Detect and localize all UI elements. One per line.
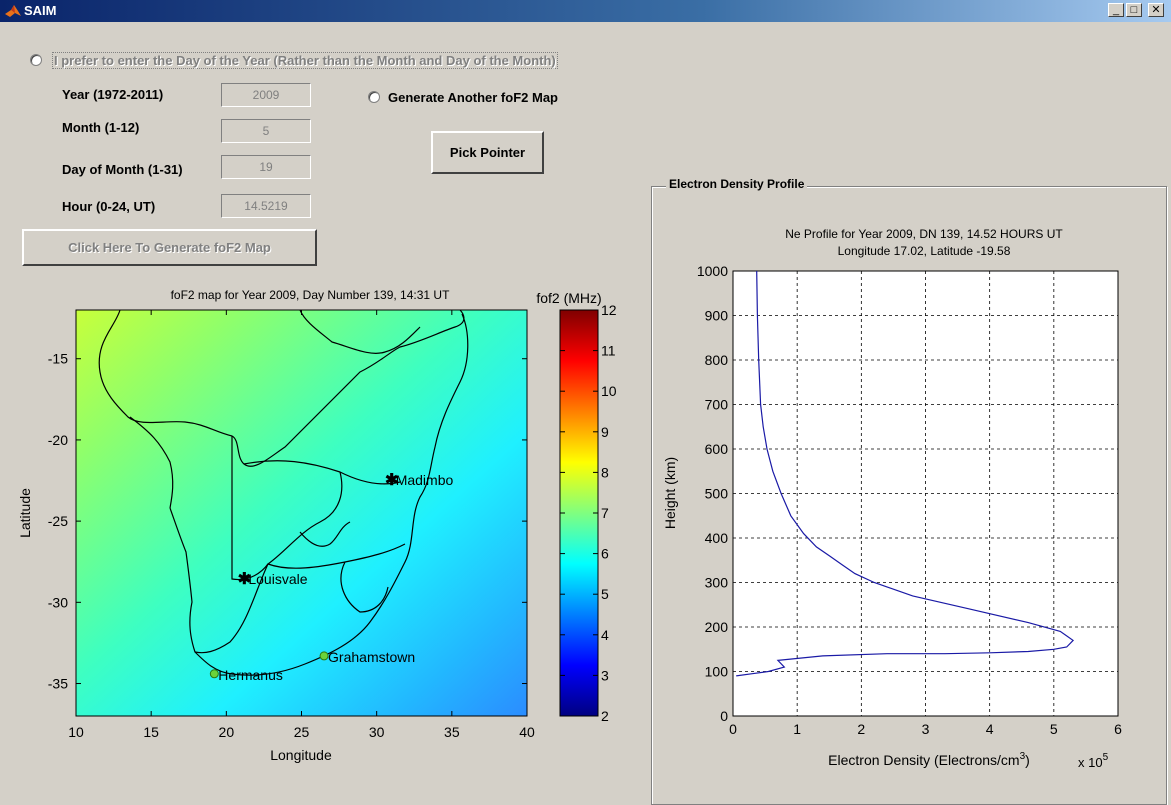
profile-y-tick-label: 100 [705, 664, 729, 680]
map-y-tick-label: -35 [48, 676, 68, 692]
colorbar-tick-label: 7 [601, 505, 609, 521]
profile-y-tick-label: 1000 [697, 263, 728, 279]
window-title: SAIM [24, 3, 57, 18]
day-of-year-radio[interactable] [30, 54, 42, 66]
colorbar-tick-label: 9 [601, 424, 609, 440]
title-bar: SAIM _ □ ✕ [0, 0, 1171, 22]
station-marker [209, 669, 219, 679]
colorbar-tick-label: 6 [601, 546, 609, 562]
map-x-tick-label: 20 [219, 724, 235, 740]
map-ylabel: Latitude [17, 488, 33, 538]
generate-another-option-label[interactable]: Generate Another foF2 Map [388, 90, 558, 105]
station-marker: ✱ [385, 472, 398, 489]
colorbar-tick-label: 8 [601, 464, 609, 480]
electron-density-frame-title: Electron Density Profile [666, 177, 808, 191]
pick-pointer-button[interactable]: Pick Pointer [431, 131, 544, 174]
profile-xlabel: Electron Density (Electrons/cm3) [828, 751, 1030, 768]
matlab-logo-icon [5, 5, 21, 17]
year-field[interactable]: 2009 [221, 83, 311, 107]
colorbar-tick-label: 11 [601, 343, 616, 359]
colorbar-label: fof2 (MHz) [536, 290, 601, 306]
station-label: Hermanus [218, 667, 283, 683]
map-heatmap [76, 310, 527, 716]
hour-field[interactable]: 14.5219 [221, 194, 311, 218]
map-x-tick-label: 25 [294, 724, 310, 740]
day-of-month-field[interactable]: 19 [221, 155, 311, 179]
day-of-year-option-label[interactable]: I prefer to enter the Day of the Year (R… [52, 52, 558, 69]
map-x-tick-label: 15 [143, 724, 159, 740]
station-label: Madimbo [396, 472, 454, 488]
map-x-tick-label: 35 [444, 724, 460, 740]
colorbar-tick-label: 12 [601, 302, 617, 318]
profile-y-tick-label: 600 [705, 441, 729, 457]
station-marker [319, 651, 329, 661]
minimize-button[interactable]: _ [1108, 3, 1124, 17]
profile-x-tick-label: 3 [922, 721, 930, 737]
station-label: Grahamstown [328, 649, 415, 665]
profile-y-tick-label: 500 [705, 486, 729, 502]
colorbar [559, 309, 599, 717]
map-y-tick-label: -20 [48, 432, 68, 448]
colorbar-tick-label: 2 [601, 708, 609, 724]
colorbar-tick-label: 4 [601, 627, 609, 643]
ne-profile-chart: Ne Profile for Year 2009, DN 139, 14.52 … [662, 227, 1122, 770]
generate-another-radio[interactable] [368, 91, 380, 103]
profile-title-line1: Ne Profile for Year 2009, DN 139, 14.52 … [785, 227, 1063, 241]
profile-y-tick-label: 900 [705, 308, 729, 324]
day-of-month-label: Day of Month (1-31) [62, 162, 183, 177]
profile-y-tick-label: 700 [705, 397, 729, 413]
map-x-tick-label: 40 [519, 724, 535, 740]
map-y-tick-label: -25 [48, 513, 68, 529]
ne-profile-series [736, 270, 1075, 677]
close-button[interactable]: ✕ [1148, 3, 1164, 17]
colorbar-tick-label: 3 [601, 667, 609, 683]
station-label: Louisvale [248, 571, 307, 587]
map-y-tick-label: -15 [48, 351, 68, 367]
map-x-tick-label: 30 [369, 724, 385, 740]
month-field[interactable]: 5 [221, 119, 311, 143]
profile-title-line2: Longitude 17.02, Latitude -19.58 [838, 244, 1011, 258]
map-xlabel: Longitude [270, 747, 332, 763]
profile-ylabel: Height (km) [662, 457, 678, 529]
profile-x-tick-label: 2 [857, 721, 865, 737]
profile-x-tick-label: 5 [1050, 721, 1058, 737]
map-y-tick-label: -30 [48, 594, 68, 610]
profile-x-exponent: x 105 [1078, 752, 1109, 770]
profile-y-tick-label: 400 [705, 530, 729, 546]
profile-x-tick-label: 0 [729, 721, 737, 737]
year-label: Year (1972-2011) [62, 87, 164, 102]
country-borders [98, 309, 469, 676]
colorbar-tick-label: 5 [601, 586, 609, 602]
profile-y-tick-label: 300 [705, 575, 729, 591]
profile-y-tick-label: 200 [705, 619, 729, 635]
colorbar-tick-label: 10 [601, 383, 617, 399]
fof2-map-chart: foF2 map for Year 2009, Day Number 139, … [17, 288, 617, 763]
profile-y-tick-label: 800 [705, 352, 729, 368]
month-label: Month (1-12) [62, 120, 140, 135]
profile-x-tick-label: 4 [986, 721, 994, 737]
station-marker: ✱ [238, 571, 251, 588]
map-title: foF2 map for Year 2009, Day Number 139, … [171, 288, 450, 302]
profile-x-tick-label: 6 [1114, 721, 1122, 737]
hour-label: Hour (0-24, UT) [62, 199, 156, 214]
generate-map-button[interactable]: Click Here To Generate foF2 Map [22, 229, 317, 266]
main-window: I prefer to enter the Day of the Year (R… [0, 22, 1171, 805]
maximize-button[interactable]: □ [1126, 3, 1142, 17]
profile-y-tick-label: 0 [720, 708, 728, 724]
profile-x-tick-label: 1 [793, 721, 801, 737]
map-x-tick-label: 10 [68, 724, 84, 740]
